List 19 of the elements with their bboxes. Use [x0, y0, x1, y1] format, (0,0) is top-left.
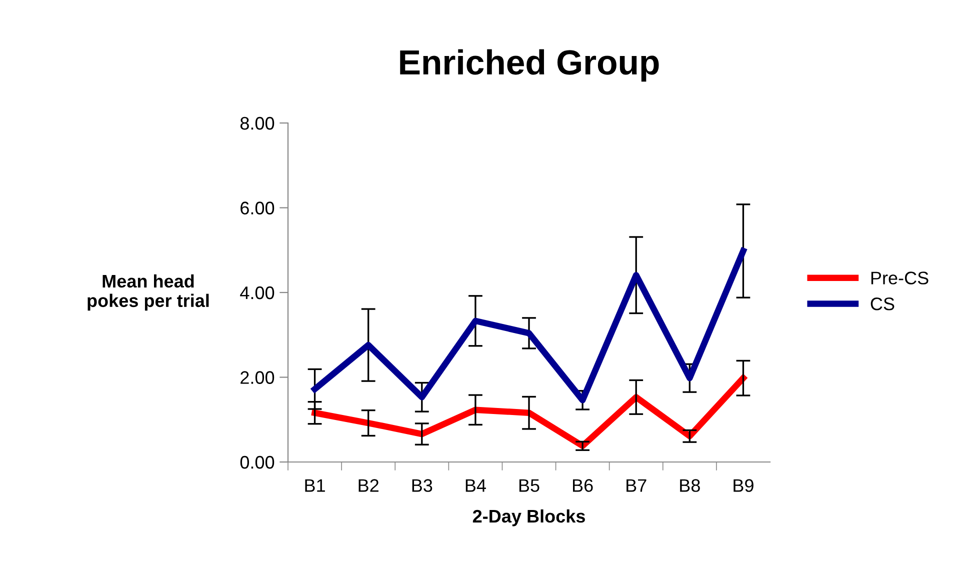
- x-tick-label: B3: [412, 479, 432, 492]
- x-tick-label: B6: [572, 479, 593, 492]
- y-axis-title: Mean head pokes per trial: [88, 274, 209, 311]
- y-tick-label: 8.00: [240, 116, 274, 130]
- x-tick-label: B4: [466, 479, 486, 492]
- x-tick-label: B7: [626, 479, 646, 492]
- x-tick-label: B1: [305, 479, 325, 492]
- y-tick-label: 0.00: [240, 456, 274, 469]
- x-tick-label: B8: [680, 479, 700, 492]
- chart-title: Enriched Group: [400, 49, 659, 82]
- legend-label: Pre-CS: [871, 272, 928, 284]
- x-tick-label: B5: [519, 479, 540, 492]
- y-tick-label: 6.00: [240, 202, 274, 214]
- x-tick-label: B9: [734, 479, 754, 492]
- x-tick-label: B2: [358, 479, 378, 492]
- y-tick-label: 2.00: [240, 371, 274, 384]
- x-axis-title: 2-Day Blocks: [472, 509, 585, 526]
- y-tick-label: 4.00: [240, 286, 274, 300]
- legend-label: CS: [870, 297, 894, 310]
